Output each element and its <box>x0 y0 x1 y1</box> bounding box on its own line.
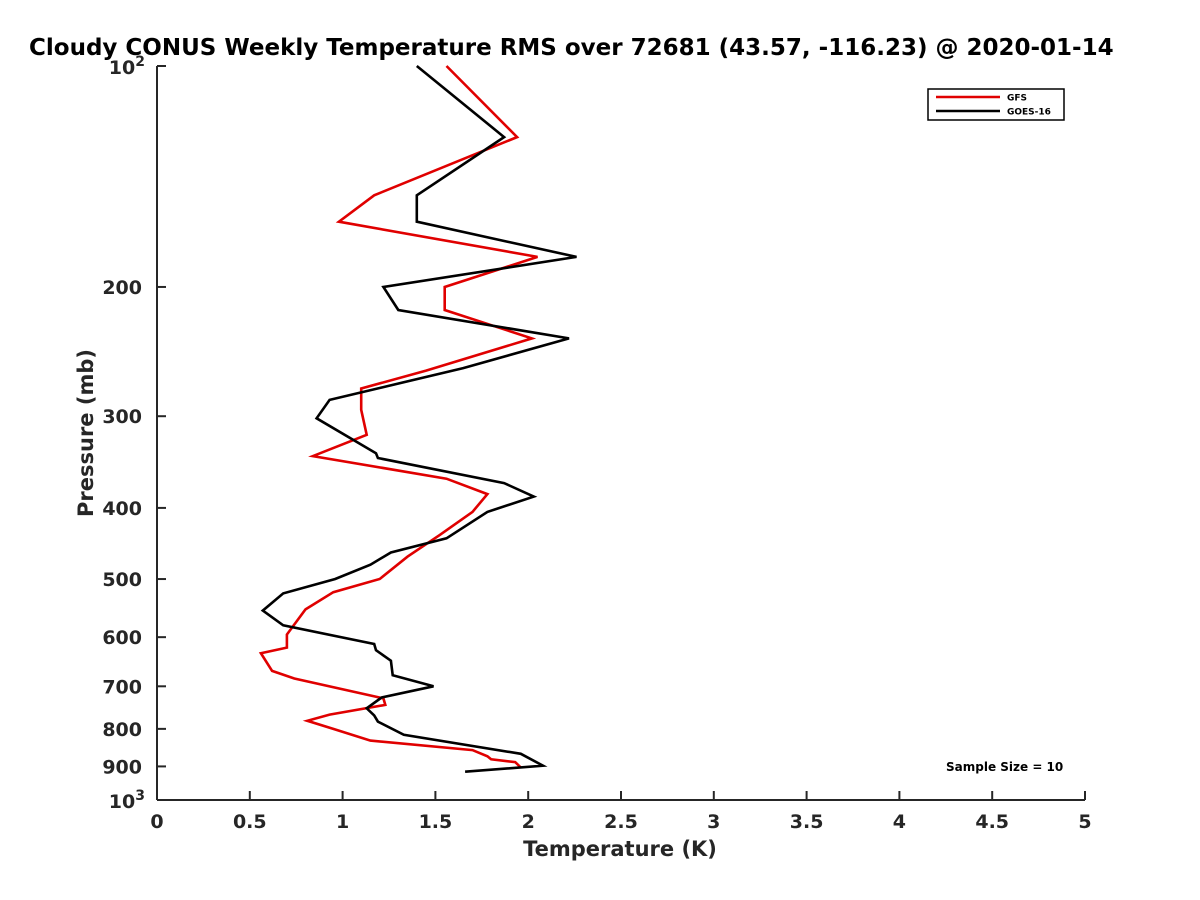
y-axis-label: Pressure (mb) <box>74 349 98 517</box>
y-tick-exponent: 3 <box>135 788 145 804</box>
y-tick-label: 700 <box>102 676 142 698</box>
x-tick-label: 4 <box>893 811 906 833</box>
x-tick-label: 3.5 <box>790 811 824 833</box>
x-tick-label: 5 <box>1078 811 1091 833</box>
y-tick-label: 400 <box>102 498 142 520</box>
x-tick-label: 4.5 <box>975 811 1009 833</box>
y-tick-label: 600 <box>102 627 142 649</box>
x-tick-label: 0 <box>150 811 163 833</box>
y-tick-label: 900 <box>102 756 142 778</box>
plot-area: 0 0.5 1 1.5 2 2.5 3 3.5 4 4.5 51022003004005006007… <box>102 54 1091 833</box>
chart-title: Cloudy CONUS Weekly Temperature RMS over… <box>29 35 1114 61</box>
legend: GFS GOES-16 <box>927 88 1065 121</box>
y-tick-label: 200 <box>102 277 142 299</box>
legend-label-gfs: GFS <box>1007 94 1027 104</box>
legend-box <box>927 88 1065 121</box>
y-tick-label: 102 <box>109 54 145 79</box>
x-tick-label: 0.5 <box>233 811 267 833</box>
y-tick-label: 500 <box>102 569 142 591</box>
series-line-gfs <box>258 65 538 769</box>
x-tick-label: 1 <box>336 811 349 833</box>
x-tick-label: 1.5 <box>419 811 453 833</box>
sample-size-annotation: Sample Size = 10 <box>946 760 1063 774</box>
y-tick-base: 10 <box>109 57 135 79</box>
y-tick-label: 103 <box>109 788 145 813</box>
x-tick-label: 3 <box>707 811 720 833</box>
y-tick-label: 800 <box>102 719 142 741</box>
y-tick-label: 300 <box>102 406 142 428</box>
legend-label-goes16: GOES-16 <box>1007 108 1051 118</box>
y-tick-base: 10 <box>109 791 135 813</box>
x-tick-label: 2 <box>522 811 535 833</box>
x-tick-label: 2.5 <box>604 811 638 833</box>
y-tick-exponent: 2 <box>135 54 145 70</box>
series-line-goes-16 <box>260 64 577 773</box>
x-axis-label: Temperature (K) <box>523 837 717 861</box>
